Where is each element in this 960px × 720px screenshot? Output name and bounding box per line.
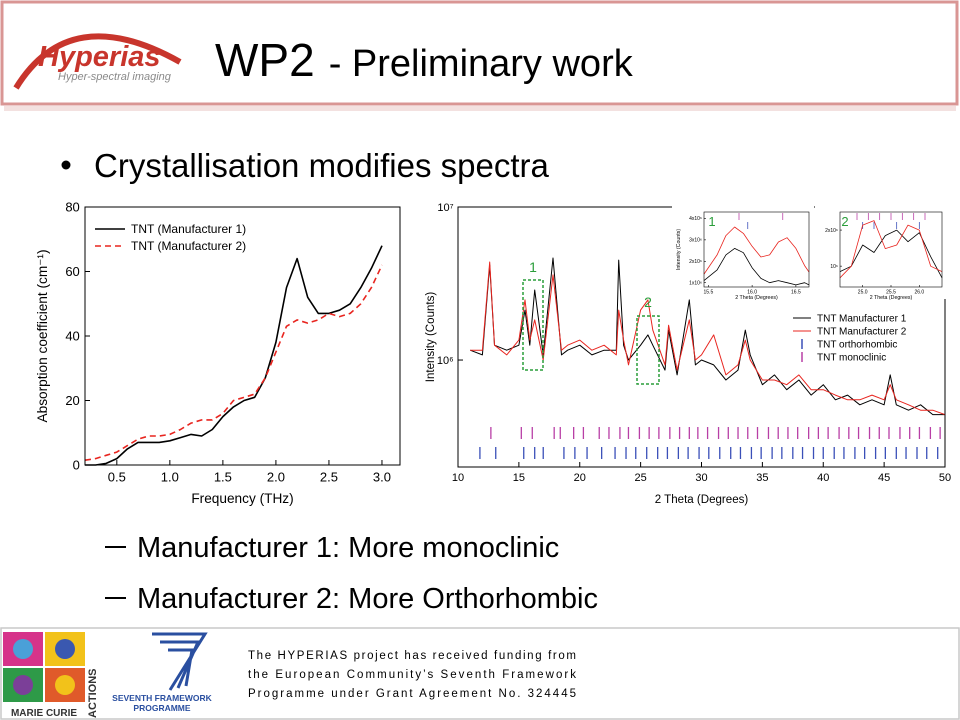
funding-text: Programme under Grant Agreement No. 3244… xyxy=(248,688,576,700)
legend-label: TNT (Manufacturer 2) xyxy=(131,239,246,253)
x-tick-label: 2.0 xyxy=(267,469,285,484)
annotation-box xyxy=(522,279,544,371)
plot-frame xyxy=(703,211,810,288)
sub-bullet-text: Manufacturer 1: More monoclinic xyxy=(137,532,559,564)
y-tick-label: 4x10⁶ xyxy=(689,216,702,222)
y-tick-label: 3x10⁶ xyxy=(689,238,702,244)
x-axis-label: 2 Theta (Degrees) xyxy=(655,494,749,506)
x-axis-label: 2 Theta (Degrees) xyxy=(870,295,913,301)
y-tick-label: 1x10⁶ xyxy=(689,280,702,286)
x-axis-label: Frequency (THz) xyxy=(191,491,293,506)
y-tick-label: 60 xyxy=(65,264,79,279)
annotation-label: 1 xyxy=(529,259,537,275)
y-tick-label: 0 xyxy=(73,458,80,473)
x-tick-label: 30 xyxy=(695,472,707,484)
annotation-label: 2 xyxy=(644,294,652,310)
y-tick-label: 10⁶ xyxy=(830,264,838,270)
legend-label: TNT Manufacturer 2 xyxy=(817,327,907,338)
logo-tagline: Hyper-spectral imaging xyxy=(58,71,172,83)
funding-text: The HYPERIAS project has received fundin… xyxy=(248,650,576,662)
header-shadow xyxy=(4,106,956,111)
x-tick-label: 1.5 xyxy=(214,469,232,484)
y-tick-label: 40 xyxy=(65,329,79,344)
y-axis-label: Intensity (Counts) xyxy=(425,292,437,383)
legend-label: TNT monoclinic xyxy=(817,353,886,364)
x-tick-label: 16.5 xyxy=(791,289,801,295)
y-tick-label: 2x10⁶ xyxy=(689,259,702,265)
x-tick-label: 10 xyxy=(452,472,464,484)
annotation-label: 1 xyxy=(708,214,715,229)
bullet-dot xyxy=(61,160,71,170)
x-tick-label: 1.0 xyxy=(161,469,179,484)
x-tick-label: 20 xyxy=(574,472,586,484)
x-tick-label: 25.5 xyxy=(886,289,896,295)
title-main: WP2 xyxy=(215,34,315,86)
inset-background xyxy=(672,200,814,299)
sub-bullet-text: Manufacturer 2: More Orthorhombic xyxy=(137,583,598,615)
inset-background xyxy=(815,200,946,299)
fp7-text: SEVENTH FRAMEWORK xyxy=(112,693,213,703)
logo-face xyxy=(13,639,33,659)
data-line xyxy=(703,248,810,286)
marie-curie-text: MARIE CURIE xyxy=(11,708,77,719)
funding-text: the European Community’s Seventh Framewo… xyxy=(248,669,576,681)
actions-text: ACTIONS xyxy=(87,669,99,719)
logo-face xyxy=(55,639,75,659)
x-tick-label: 35 xyxy=(756,472,768,484)
annotation-label: 2 xyxy=(841,214,848,229)
data-line xyxy=(470,261,946,416)
x-axis-label: 2 Theta (Degrees) xyxy=(735,295,778,301)
legend-label: TNT (Manufacturer 1) xyxy=(131,222,246,236)
y-tick-label: 2x10⁶ xyxy=(825,228,838,234)
legend-label: TNT Manufacturer 1 xyxy=(817,314,907,325)
x-tick-label: 3.0 xyxy=(373,469,391,484)
data-line xyxy=(703,226,810,275)
data-line xyxy=(839,220,943,279)
x-tick-label: 50 xyxy=(939,472,951,484)
y-tick-label: 10⁶ xyxy=(437,355,454,367)
bullet-text: Crystallisation modifies spectra xyxy=(94,147,549,184)
data-line xyxy=(84,264,383,461)
x-tick-label: 26.0 xyxy=(914,289,924,295)
x-tick-label: 45 xyxy=(878,472,890,484)
x-tick-label: 15 xyxy=(513,472,525,484)
x-tick-label: 0.5 xyxy=(108,469,126,484)
data-line xyxy=(85,245,383,466)
y-axis-label: Intensity (Counts) xyxy=(676,229,682,270)
y-axis-label: Absorption coefficient (cm⁻¹) xyxy=(35,250,50,423)
legend-label: TNT orthorhombic xyxy=(817,340,897,351)
x-tick-label: 2.5 xyxy=(320,469,338,484)
x-tick-label: 40 xyxy=(817,472,829,484)
logo-arc xyxy=(13,33,182,90)
y-tick-label: 20 xyxy=(65,393,79,408)
logo-name: Hyperias xyxy=(38,41,161,73)
logo-face xyxy=(55,675,75,695)
footer-box xyxy=(0,627,960,720)
data-line xyxy=(839,229,943,278)
data-line xyxy=(470,257,945,416)
title-rest: - Preliminary work xyxy=(329,43,634,85)
x-tick-label: 25 xyxy=(635,472,647,484)
y-tick-label: 80 xyxy=(65,200,79,215)
fp7-logo xyxy=(152,632,208,691)
x-tick-label: 16.0 xyxy=(747,289,757,295)
x-tick-label: 15.5 xyxy=(704,289,714,295)
x-tick-label: 25.0 xyxy=(858,289,868,295)
y-tick-label: 10⁷ xyxy=(437,202,453,214)
fp7-text: PROGRAMME xyxy=(133,703,190,713)
annotation-box xyxy=(636,315,660,385)
logo-face xyxy=(13,675,33,695)
